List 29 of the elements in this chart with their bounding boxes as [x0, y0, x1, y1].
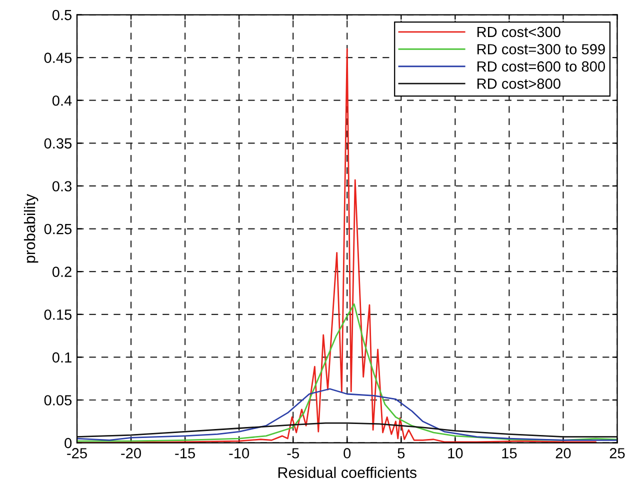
y-tick-label: 0.25 [44, 224, 72, 234]
x-tick-label: -25 [67, 448, 87, 458]
legend-label: RD cost=300 to 599 [477, 44, 605, 54]
y-tick-label: 0.45 [44, 52, 72, 63]
legend-label: RD cost<300 [477, 26, 560, 38]
x-tick-label: 0 [344, 448, 351, 458]
x-tick-label: 15 [502, 448, 517, 458]
legend-label: RD cost>800 [477, 78, 560, 89]
y-tick-label: 0.1 [52, 352, 72, 363]
x-axis-title: Residual coefficients [278, 466, 416, 478]
x-tick-label: 20 [556, 448, 571, 458]
y-tick-label: 0.4 [52, 95, 72, 106]
y-tick-label: 0.35 [44, 138, 72, 149]
y-tick-label: 0.3 [52, 181, 72, 192]
y-tick-label: 0.5 [52, 10, 72, 20]
x-tick-label: 10 [448, 448, 463, 458]
y-tick-label: 0.05 [44, 395, 72, 406]
y-tick-label: 0.2 [52, 266, 72, 278]
x-tick-label: -10 [229, 448, 250, 458]
legend-label: RD cost=600 to 800 [477, 61, 606, 72]
x-tick-label: -20 [121, 448, 141, 458]
x-tick-label: -5 [287, 448, 299, 458]
x-tick-label: 5 [398, 448, 405, 458]
y-tick-label: 0 [64, 438, 72, 448]
x-tick-label: -15 [175, 448, 195, 458]
y-axis-title: probability [24, 194, 38, 263]
y-tick-label: 0.15 [44, 309, 72, 320]
x-tick-label: 25 [610, 448, 625, 458]
line-series [77, 422, 618, 438]
